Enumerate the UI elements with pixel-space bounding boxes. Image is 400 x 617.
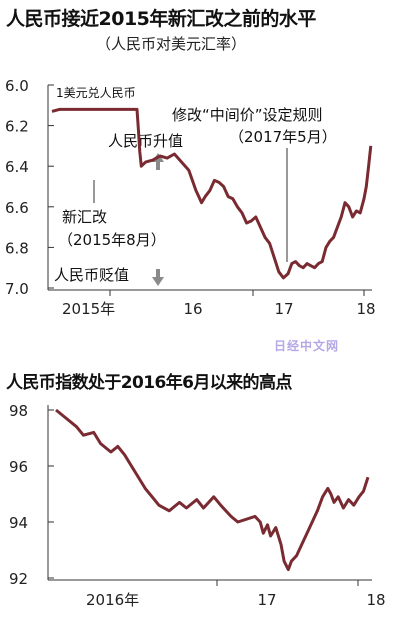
x-tick-label: 2016年	[86, 591, 139, 609]
x-tick-label: 16	[183, 300, 202, 318]
series-line	[55, 408, 370, 572]
x-tick-label: 18	[356, 300, 375, 318]
up-arrow-icon	[152, 153, 164, 170]
y-tick-label: 6.0	[5, 77, 29, 95]
appreciation-label: 人民币升值	[108, 132, 183, 150]
y-tick-label: 98	[9, 402, 28, 420]
depreciation-label: 人民币贬值	[54, 266, 129, 284]
down-arrow-icon	[152, 269, 164, 286]
watermark: 日经中文网	[274, 339, 340, 353]
x-tick-label: 2015年	[62, 300, 115, 318]
exchange-rate-chart: 6.0 6.2 6.4 6.6 6.8 7.0 2015年 16 17 18 1美元兑人民币 新…	[5, 77, 376, 318]
reform-label: 新汇改	[62, 208, 107, 226]
midpoint-date: （2017年5月）	[229, 128, 337, 146]
series-line	[51, 107, 373, 280]
y-tick-label: 6.6	[5, 199, 29, 217]
y-tick-label: 96	[9, 458, 28, 476]
y-tick-label: 94	[9, 514, 28, 532]
y-ticks: 98 96 94 92	[9, 402, 54, 588]
y-ticks: 6.0 6.2 6.4 6.6 6.8 7.0	[5, 77, 54, 298]
x-ticks: 2015年 16 17 18	[62, 290, 376, 318]
y-axis-label: 1美元兑人民币	[56, 86, 136, 100]
y-tick-label: 92	[9, 570, 28, 588]
x-tick-label: 18	[366, 591, 385, 609]
x-ticks: 2016年 17 18	[86, 580, 386, 609]
x-tick-label: 17	[274, 300, 293, 318]
chart-subtitle: （人民币对美元汇率）	[96, 35, 247, 53]
x-tick-label: 17	[257, 591, 276, 609]
y-tick-label: 6.4	[5, 158, 29, 176]
chart-title: 人民币接近2015年新汇改之前的水平	[6, 8, 316, 30]
y-tick-label: 6.2	[5, 118, 29, 136]
y-tick-label: 6.8	[5, 239, 29, 257]
reform-date: （2015年8月）	[58, 231, 166, 249]
y-tick-label: 7.0	[5, 280, 29, 298]
chart2-title: 人民币指数处于2016年6月以来的高点	[6, 373, 292, 393]
midpoint-label: 修改“中间价”设定规则	[172, 106, 323, 124]
